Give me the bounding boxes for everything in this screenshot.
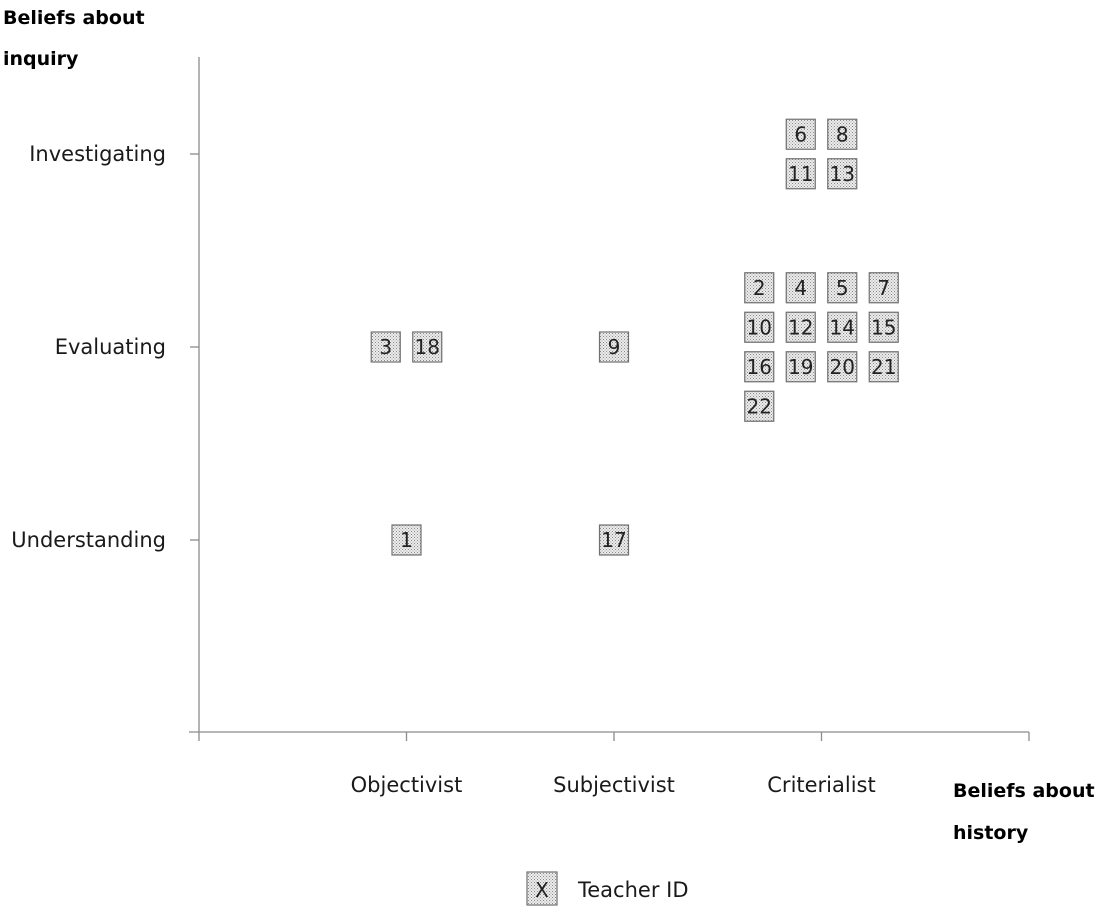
y-tick-label-investigating: Investigating	[29, 142, 166, 166]
teacher-marker-box	[598, 524, 630, 556]
y-tick-label-understanding: Understanding	[11, 528, 166, 552]
teacher-marker-box	[868, 311, 899, 343]
teacher-id-label: 16	[747, 355, 772, 379]
teacher-id-label: 22	[747, 394, 772, 418]
teacher-marker-5: 5	[827, 272, 858, 304]
teacher-marker-7: 7	[868, 272, 899, 304]
teacher-marker-14: 14	[827, 311, 858, 343]
teacher-id-label: 10	[747, 315, 772, 339]
teacher-marker-box	[370, 331, 401, 363]
legend-marker-swatch	[526, 871, 558, 906]
y-axis-labels: Understanding Evaluating Investigating	[11, 142, 166, 552]
teacher-marker-box	[785, 351, 816, 383]
teacher-id-label: 15	[871, 315, 896, 339]
teacher-marker-8: 8	[827, 118, 858, 150]
teacher-marker-box	[598, 331, 630, 363]
teacher-marker-box	[785, 158, 816, 190]
teacher-marker-box	[744, 390, 775, 422]
teacher-marker-22: 22	[744, 390, 775, 422]
y-axis-title-line-2: inquiry	[3, 48, 79, 70]
teacher-marker-box	[785, 311, 816, 343]
teacher-marker-21: 21	[868, 351, 899, 383]
y-axis-ticks	[190, 153, 199, 541]
teacher-id-label: 11	[788, 162, 813, 186]
teacher-marker-2: 2	[744, 272, 775, 304]
teacher-marker-box	[827, 272, 858, 304]
legend: X Teacher ID	[526, 871, 689, 906]
teacher-marker-19: 19	[785, 351, 816, 383]
teacher-id-label: 8	[836, 122, 849, 146]
teacher-marker-12: 12	[785, 311, 816, 343]
x-axis-title-line-1: Beliefs about	[953, 780, 1095, 802]
x-axis-labels: Objectivist Subjectivist Criterialist	[351, 773, 876, 797]
teacher-marker-4: 4	[785, 272, 816, 304]
teacher-marker-box	[827, 158, 858, 190]
teacher-marker-20: 20	[827, 351, 858, 383]
teacher-marker-11: 11	[785, 158, 816, 190]
x-tick-label-criterialist: Criterialist	[767, 773, 875, 797]
legend-marker-symbol: X	[535, 878, 549, 902]
teacher-marker-box	[744, 272, 775, 304]
teacher-marker-box	[827, 118, 858, 150]
teacher-marker-box	[868, 272, 899, 304]
teacher-id-label: 9	[608, 335, 621, 359]
teacher-marker-box	[868, 351, 899, 383]
teacher-marker-15: 15	[868, 311, 899, 343]
x-tick-label-objectivist: Objectivist	[351, 773, 463, 797]
teacher-marker-box	[785, 272, 816, 304]
teacher-marker-box	[785, 118, 816, 150]
teacher-id-label: 6	[794, 122, 807, 146]
x-axis-ticks	[198, 732, 1030, 741]
teacher-marker-6: 6	[785, 118, 816, 150]
teacher-marker-box	[827, 351, 858, 383]
teacher-marker-13: 13	[827, 158, 858, 190]
teacher-id-label: 7	[877, 276, 890, 300]
teacher-id-label: 5	[836, 276, 849, 300]
teacher-marker-9: 9	[598, 331, 630, 363]
y-tick-label-evaluating: Evaluating	[55, 335, 166, 359]
x-tick-label-subjectivist: Subjectivist	[553, 773, 675, 797]
legend-label: Teacher ID	[577, 878, 689, 902]
teacher-id-label: 3	[379, 335, 392, 359]
teacher-id-label: 19	[788, 355, 813, 379]
teacher-marker-box	[744, 351, 775, 383]
teacher-id-label: 1	[400, 528, 413, 552]
teacher-marker-16: 16	[744, 351, 775, 383]
teacher-id-label: 14	[830, 315, 855, 339]
teacher-id-label: 12	[788, 315, 813, 339]
teacher-marker-10: 10	[744, 311, 775, 343]
y-axis-title-line-1: Beliefs about	[3, 7, 145, 29]
teacher-id-label: 2	[753, 276, 766, 300]
teacher-id-label: 20	[830, 355, 855, 379]
teacher-marker-box	[744, 311, 775, 343]
teacher-marker-box	[412, 331, 443, 363]
teacher-id-label: 13	[830, 162, 855, 186]
teacher-id-label: 21	[871, 355, 896, 379]
teacher-marker-18: 18	[412, 331, 443, 363]
teacher-id-label: 18	[415, 335, 440, 359]
teacher-marker-box	[827, 311, 858, 343]
teacher-id-label: 4	[794, 276, 807, 300]
teacher-id-label: 17	[601, 528, 626, 552]
teacher-marker-box	[391, 524, 422, 556]
teacher-marker-3: 3	[370, 331, 401, 363]
x-axis-title-line-2: history	[953, 822, 1029, 844]
teacher-marker-1: 1	[391, 524, 422, 556]
teacher-marker-17: 17	[598, 524, 630, 556]
